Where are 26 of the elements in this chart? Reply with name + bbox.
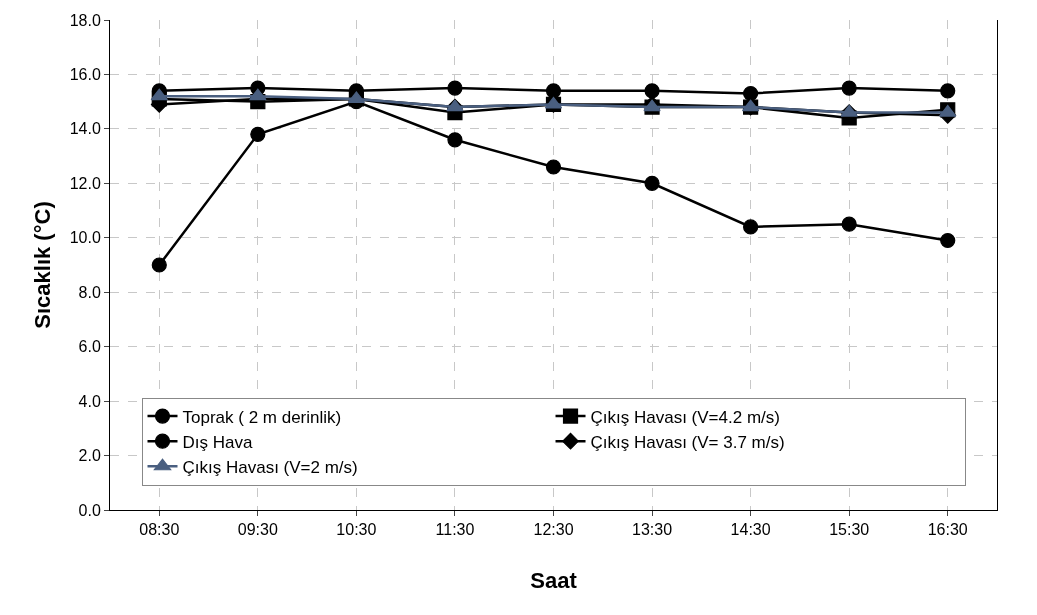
x-tick-label: 12:30	[533, 521, 574, 539]
legend-label: Çıkış Havası (V=2 m/s)	[182, 457, 358, 477]
x-axis-title: Saat	[530, 568, 578, 594]
y-tick-label: 2.0	[78, 447, 101, 465]
y-tick-label: 4.0	[78, 392, 101, 410]
x-tick-label: 08:30	[139, 521, 180, 539]
y-tick-label: 10.0	[69, 229, 101, 247]
y-tick-label: 18.0	[69, 11, 101, 29]
x-tick-label: 13:30	[632, 521, 673, 539]
x-tick-label: 09:30	[237, 521, 278, 539]
legend-label: Toprak ( 2 m derinlik)	[182, 407, 342, 427]
x-tick-label: 14:30	[730, 521, 771, 539]
legend-label: Dış Hava	[182, 432, 253, 452]
y-tick-label: 12.0	[69, 174, 101, 192]
x-tick-label: 11:30	[435, 521, 475, 539]
y-axis-title: Sıcaklık (°C)	[30, 201, 56, 329]
y-tick-label: 14.0	[69, 120, 101, 138]
y-tick-label: 16.0	[69, 66, 101, 84]
x-tick-label: 16:30	[927, 521, 968, 539]
x-tick-label: 10:30	[336, 521, 377, 539]
y-tick-label: 6.0	[78, 338, 101, 356]
x-tick-label: 15:30	[829, 521, 870, 539]
legend-label: Çıkış Havası (V=4.2 m/s)	[590, 407, 780, 427]
y-tick-label: 0.0	[78, 501, 101, 519]
legend-label: Çıkış Havası (V= 3.7 m/s)	[590, 432, 785, 452]
y-tick-label: 8.0	[78, 283, 101, 301]
